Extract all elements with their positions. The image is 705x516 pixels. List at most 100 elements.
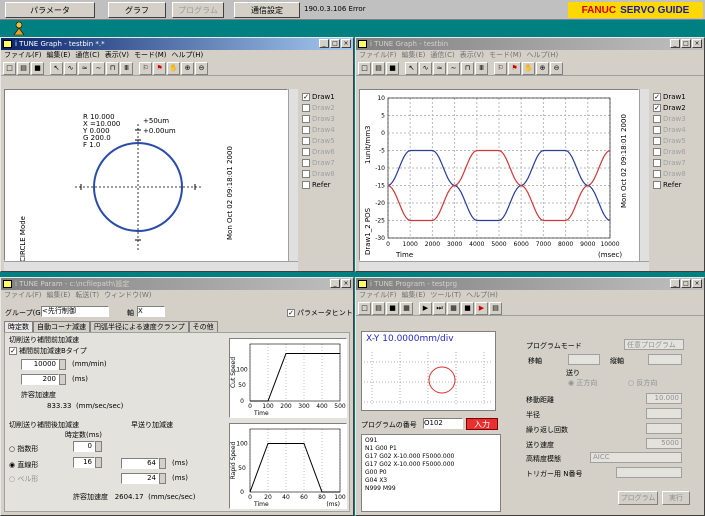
minimize-button[interactable]: _ <box>670 39 680 48</box>
legend-item[interactable]: Refer <box>302 180 335 191</box>
legend-item[interactable]: Draw6 <box>653 147 686 158</box>
menu-transfer[interactable]: 転送(T) <box>75 291 100 299</box>
stop-icon[interactable]: ■ <box>461 301 474 315</box>
open-icon[interactable]: ▤ <box>372 301 385 315</box>
close-button[interactable]: × <box>341 39 351 48</box>
legend-item[interactable]: Draw3 <box>302 114 335 125</box>
menu-comm[interactable]: 通信(C) <box>75 51 100 59</box>
legend-item[interactable]: Draw4 <box>653 125 686 136</box>
axis2-select[interactable] <box>648 354 682 365</box>
radio-bell[interactable]: ○ ベル形 <box>9 475 39 483</box>
close-button[interactable]: × <box>692 279 702 288</box>
minimize-button[interactable]: _ <box>319 39 329 48</box>
radio-linear[interactable]: ◉ 直線形 <box>9 461 39 469</box>
menu-comm[interactable]: 通信(C) <box>430 51 455 59</box>
menu-edit[interactable]: 編集(E) <box>46 291 71 299</box>
operator-icon[interactable] <box>12 21 26 36</box>
zoom-in-icon[interactable]: ⊕ <box>181 61 194 75</box>
menu-mode[interactable]: モード(M) <box>134 51 167 59</box>
radio-positive[interactable]: ◉ 正方向 <box>568 379 598 387</box>
input-button[interactable]: 入力 <box>466 418 498 430</box>
minimize-button[interactable]: _ <box>330 279 340 288</box>
save-icon[interactable]: ■ <box>31 61 44 75</box>
pre-interp-type-b-checkbox[interactable]: ✓ 補間前加減速Bタイプ <box>9 347 87 355</box>
radio-negative[interactable]: ○ 反方向 <box>628 379 658 387</box>
feed-spinner[interactable] <box>59 359 66 370</box>
move-distance-input[interactable]: 10.000 <box>646 393 682 404</box>
wave-icon[interactable]: ∿ <box>419 61 432 75</box>
legend-item[interactable]: Draw5 <box>302 136 335 147</box>
close-button[interactable]: × <box>692 39 702 48</box>
grid-icon[interactable]: ▦ <box>447 301 460 315</box>
group-select[interactable]: <先行制御 <box>41 306 109 317</box>
hand-icon[interactable]: ✋ <box>167 61 180 75</box>
zoom-out-icon[interactable]: ⊖ <box>195 61 208 75</box>
menu-file[interactable]: ファイル(F) <box>4 291 42 299</box>
radio-exponential[interactable]: ○ 指数形 <box>9 445 39 453</box>
close-button[interactable]: × <box>341 279 351 288</box>
new-icon[interactable]: □ <box>358 61 371 75</box>
rapid1-input[interactable]: 64 <box>121 458 159 469</box>
pulse-icon[interactable]: ⊓ <box>461 61 474 75</box>
new-icon[interactable]: □ <box>3 61 16 75</box>
execute-button[interactable]: 実行 <box>662 491 690 505</box>
exp-spinner[interactable] <box>95 441 102 452</box>
rapid1-spinner[interactable] <box>159 458 166 469</box>
linear-spinner[interactable] <box>95 457 102 468</box>
exp-input[interactable]: 0 <box>73 441 95 452</box>
tab-time-constant[interactable]: 時定数 <box>4 321 33 332</box>
menu-help[interactable]: ヘルプ(H) <box>466 291 498 299</box>
menu-edit[interactable]: 編集(E) <box>401 51 426 59</box>
menu-mode[interactable]: モード(M) <box>489 51 522 59</box>
flag-red-icon[interactable]: ⚑ <box>508 61 521 75</box>
legend-item[interactable]: Refer <box>653 180 686 191</box>
graph-button[interactable]: グラフ <box>108 2 166 18</box>
horizontal-scrollbar[interactable] <box>4 261 298 271</box>
maximize-button[interactable]: □ <box>681 39 691 48</box>
menu-tool[interactable]: ツール(T) <box>430 291 462 299</box>
linear-input[interactable]: 16 <box>73 457 95 468</box>
flag-red-icon[interactable]: ⚑ <box>153 61 166 75</box>
rapid2-spinner[interactable] <box>159 473 166 484</box>
maximize-button[interactable]: □ <box>330 39 340 48</box>
wave-icon[interactable]: ∿ <box>64 61 77 75</box>
horizontal-scrollbar[interactable] <box>359 261 649 271</box>
axis-select[interactable]: X <box>137 306 165 317</box>
parameter-button[interactable]: パラメータ <box>5 2 95 18</box>
program-button[interactable]: プログラム <box>172 2 224 18</box>
legend-item[interactable]: ✓ Draw1 <box>302 93 335 101</box>
menu-edit[interactable]: 編集(E) <box>401 291 426 299</box>
zoom-out-icon[interactable]: ⊖ <box>550 61 563 75</box>
menu-file[interactable]: ファイル(F) <box>359 291 397 299</box>
time-input[interactable]: 200 <box>21 374 59 385</box>
legend-item[interactable]: Draw4 <box>302 125 335 136</box>
menu-edit[interactable]: 編集(E) <box>46 51 71 59</box>
bars-icon[interactable]: Ⅲ <box>475 61 488 75</box>
legend-item[interactable]: Draw6 <box>302 147 335 158</box>
menu-view[interactable]: 表示(V) <box>459 51 485 59</box>
play-icon[interactable]: ▶ <box>419 301 432 315</box>
zoom-in-icon[interactable]: ⊕ <box>536 61 549 75</box>
trigger-input[interactable] <box>616 467 682 478</box>
menu-file[interactable]: ファイル(F) <box>359 51 397 59</box>
cursor-icon[interactable]: ↖ <box>50 61 63 75</box>
program-button[interactable]: プログラム <box>618 491 658 505</box>
hand-icon[interactable]: ✋ <box>522 61 535 75</box>
flag-icon[interactable]: ⚐ <box>494 61 507 75</box>
wave2-icon[interactable]: ≈ <box>78 61 91 75</box>
run-icon[interactable]: ▶ <box>475 301 488 315</box>
menu-help[interactable]: ヘルプ(H) <box>526 51 559 59</box>
open-icon[interactable]: ▤ <box>372 61 385 75</box>
program-number-input[interactable]: O102 <box>423 418 463 429</box>
save-icon[interactable]: ■ <box>386 61 399 75</box>
param-tip-checkbox[interactable]: ✓ パラメータヒント <box>287 309 353 317</box>
menu-window[interactable]: ウィンドウ(W) <box>104 291 152 299</box>
bars-icon[interactable]: Ⅲ <box>120 61 133 75</box>
open-icon[interactable]: ▤ <box>17 61 30 75</box>
flag-icon[interactable]: ⚐ <box>139 61 152 75</box>
multi-icon[interactable]: ▤ <box>489 301 502 315</box>
vertical-scrollbar[interactable] <box>639 89 649 261</box>
wave3-icon[interactable]: ∼ <box>92 61 105 75</box>
time-spinner[interactable] <box>59 374 66 385</box>
minimize-button[interactable]: _ <box>670 279 680 288</box>
